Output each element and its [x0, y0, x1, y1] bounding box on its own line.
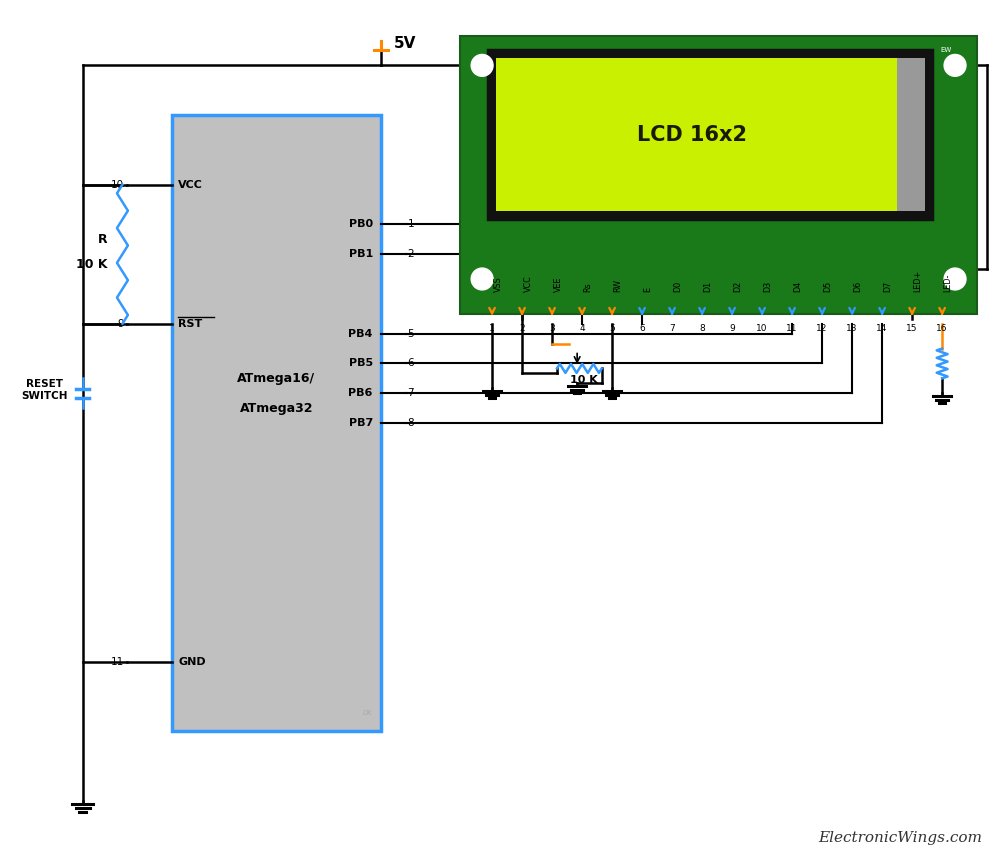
- Text: 8: 8: [408, 418, 414, 428]
- Circle shape: [944, 268, 966, 290]
- Text: D2: D2: [734, 280, 743, 292]
- Text: 10: 10: [756, 324, 768, 333]
- Text: 5: 5: [609, 324, 615, 333]
- Text: ATmega16/: ATmega16/: [237, 372, 316, 385]
- Text: RST: RST: [178, 318, 202, 329]
- Text: PB1: PB1: [349, 249, 373, 259]
- Text: 2: 2: [519, 324, 525, 333]
- Circle shape: [471, 54, 493, 76]
- Text: 11: 11: [111, 657, 124, 666]
- Text: VSS: VSS: [494, 276, 503, 292]
- Bar: [496, 59, 897, 211]
- Text: 11: 11: [786, 324, 798, 333]
- Text: D0: D0: [674, 280, 683, 292]
- Text: 2: 2: [408, 249, 414, 259]
- Text: 1: 1: [489, 324, 495, 333]
- Text: R: R: [98, 233, 108, 246]
- Text: VCC: VCC: [178, 180, 203, 190]
- Text: PB4: PB4: [348, 329, 373, 338]
- Text: D5: D5: [824, 280, 833, 292]
- Text: 1: 1: [408, 219, 414, 230]
- Text: D4: D4: [794, 280, 803, 292]
- Text: 14: 14: [876, 324, 888, 333]
- Circle shape: [471, 268, 493, 290]
- Text: D1: D1: [704, 280, 713, 292]
- Text: 7: 7: [408, 388, 414, 398]
- Text: 7: 7: [669, 324, 675, 333]
- Text: RESET
SWITCH: RESET SWITCH: [21, 380, 68, 401]
- Text: LED+: LED+: [914, 270, 923, 292]
- Text: 6: 6: [408, 358, 414, 369]
- Text: 9: 9: [118, 318, 124, 329]
- Text: GND: GND: [178, 657, 206, 666]
- Text: 5: 5: [408, 329, 414, 338]
- Text: VEE: VEE: [554, 276, 563, 292]
- Text: D3: D3: [764, 280, 773, 292]
- Text: 3: 3: [549, 324, 555, 333]
- Text: E: E: [644, 287, 653, 292]
- Bar: [460, 35, 977, 314]
- Text: 13: 13: [846, 324, 858, 333]
- Text: 5V: 5V: [394, 36, 416, 51]
- Text: VCC: VCC: [524, 275, 533, 292]
- Text: D6: D6: [854, 280, 863, 292]
- Text: 6: 6: [639, 324, 645, 333]
- Text: DK: DK: [363, 710, 373, 716]
- Text: ElectronicWings.com: ElectronicWings.com: [818, 831, 982, 846]
- Text: PB5: PB5: [349, 358, 373, 369]
- Text: 4: 4: [579, 324, 585, 333]
- Text: PB0: PB0: [349, 219, 373, 230]
- Text: PB6: PB6: [348, 388, 373, 398]
- Text: 9: 9: [729, 324, 735, 333]
- Bar: [172, 115, 381, 731]
- Circle shape: [944, 54, 966, 76]
- Bar: [488, 50, 932, 219]
- Text: Rs: Rs: [584, 282, 593, 292]
- Text: 8: 8: [699, 324, 705, 333]
- Text: ATmega32: ATmega32: [240, 401, 313, 414]
- Text: D7: D7: [884, 280, 893, 292]
- Text: LED-: LED-: [944, 274, 953, 292]
- Text: 15: 15: [906, 324, 918, 333]
- Bar: [897, 59, 925, 211]
- Text: 10 K: 10 K: [570, 375, 598, 386]
- Text: RW: RW: [614, 279, 623, 292]
- Text: 16: 16: [936, 324, 948, 333]
- Text: EW: EW: [941, 47, 952, 54]
- Text: 12: 12: [816, 324, 828, 333]
- Text: LCD 16x2: LCD 16x2: [637, 125, 747, 145]
- Text: PB7: PB7: [349, 418, 373, 428]
- Text: 10 K: 10 K: [76, 257, 108, 271]
- Text: 10: 10: [111, 180, 124, 190]
